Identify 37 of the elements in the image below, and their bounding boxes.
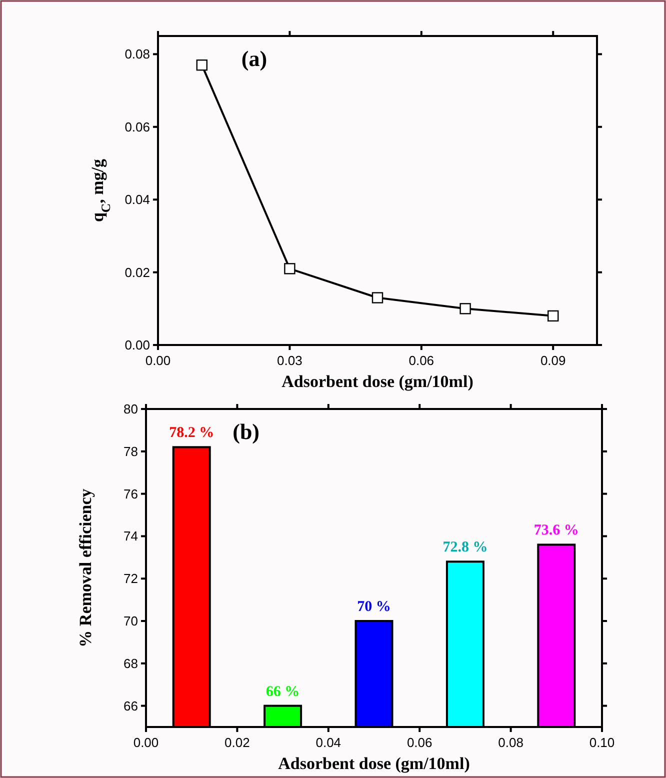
y-tick-label: 74 — [124, 528, 138, 544]
x-axis-title: Adsorbent dose (gm/10ml) — [282, 372, 474, 391]
x-tick-label: 0.00 — [145, 353, 171, 368]
point — [196, 59, 208, 71]
point — [372, 292, 384, 304]
annotation: (b) — [232, 419, 260, 444]
x-tick-label: 0.06 — [408, 353, 434, 368]
x-tick-label: 0.09 — [540, 353, 566, 368]
y-tick-label: 66 — [124, 698, 138, 714]
y-tick-label: 0.06 — [124, 119, 150, 134]
y-tick-label: 0.04 — [124, 192, 150, 208]
data-label: 72.8 % — [442, 540, 488, 556]
y-tick-label: 68 — [124, 656, 138, 671]
point — [460, 303, 471, 314]
point — [548, 310, 559, 322]
y-tick-label: 0.00 — [124, 338, 150, 352]
data-label: 66 % — [266, 684, 300, 700]
y-tick-label: 78 — [124, 444, 138, 459]
y-tick-label: 72 — [124, 571, 138, 586]
y-tick-label: 70 — [124, 614, 138, 628]
x-tick-label: 0.08 — [498, 735, 524, 750]
data-label: 70 % — [357, 599, 391, 615]
y-axis-title: % Removal efficiency — [76, 488, 95, 648]
y-tick-label: 76 — [124, 486, 138, 502]
x-tick-label: 0.06 — [406, 735, 432, 750]
y-tick-label: 0.08 — [124, 46, 150, 62]
point — [284, 263, 296, 274]
data-label: 73.6 % — [534, 522, 579, 539]
x-axis-title: Adsorbent dose (gm/10ml) — [278, 754, 470, 773]
y-tick-label: 0.02 — [124, 264, 150, 280]
x-tick-label: 0.02 — [224, 735, 250, 750]
x-tick-label: 0.04 — [316, 735, 342, 750]
x-tick-label: 0.10 — [589, 735, 615, 750]
x-tick-label: 0.03 — [277, 353, 302, 368]
y-tick-label: 80 — [124, 402, 138, 416]
data-label: 78.2 % — [169, 425, 214, 442]
annotation: (a) — [241, 46, 268, 71]
